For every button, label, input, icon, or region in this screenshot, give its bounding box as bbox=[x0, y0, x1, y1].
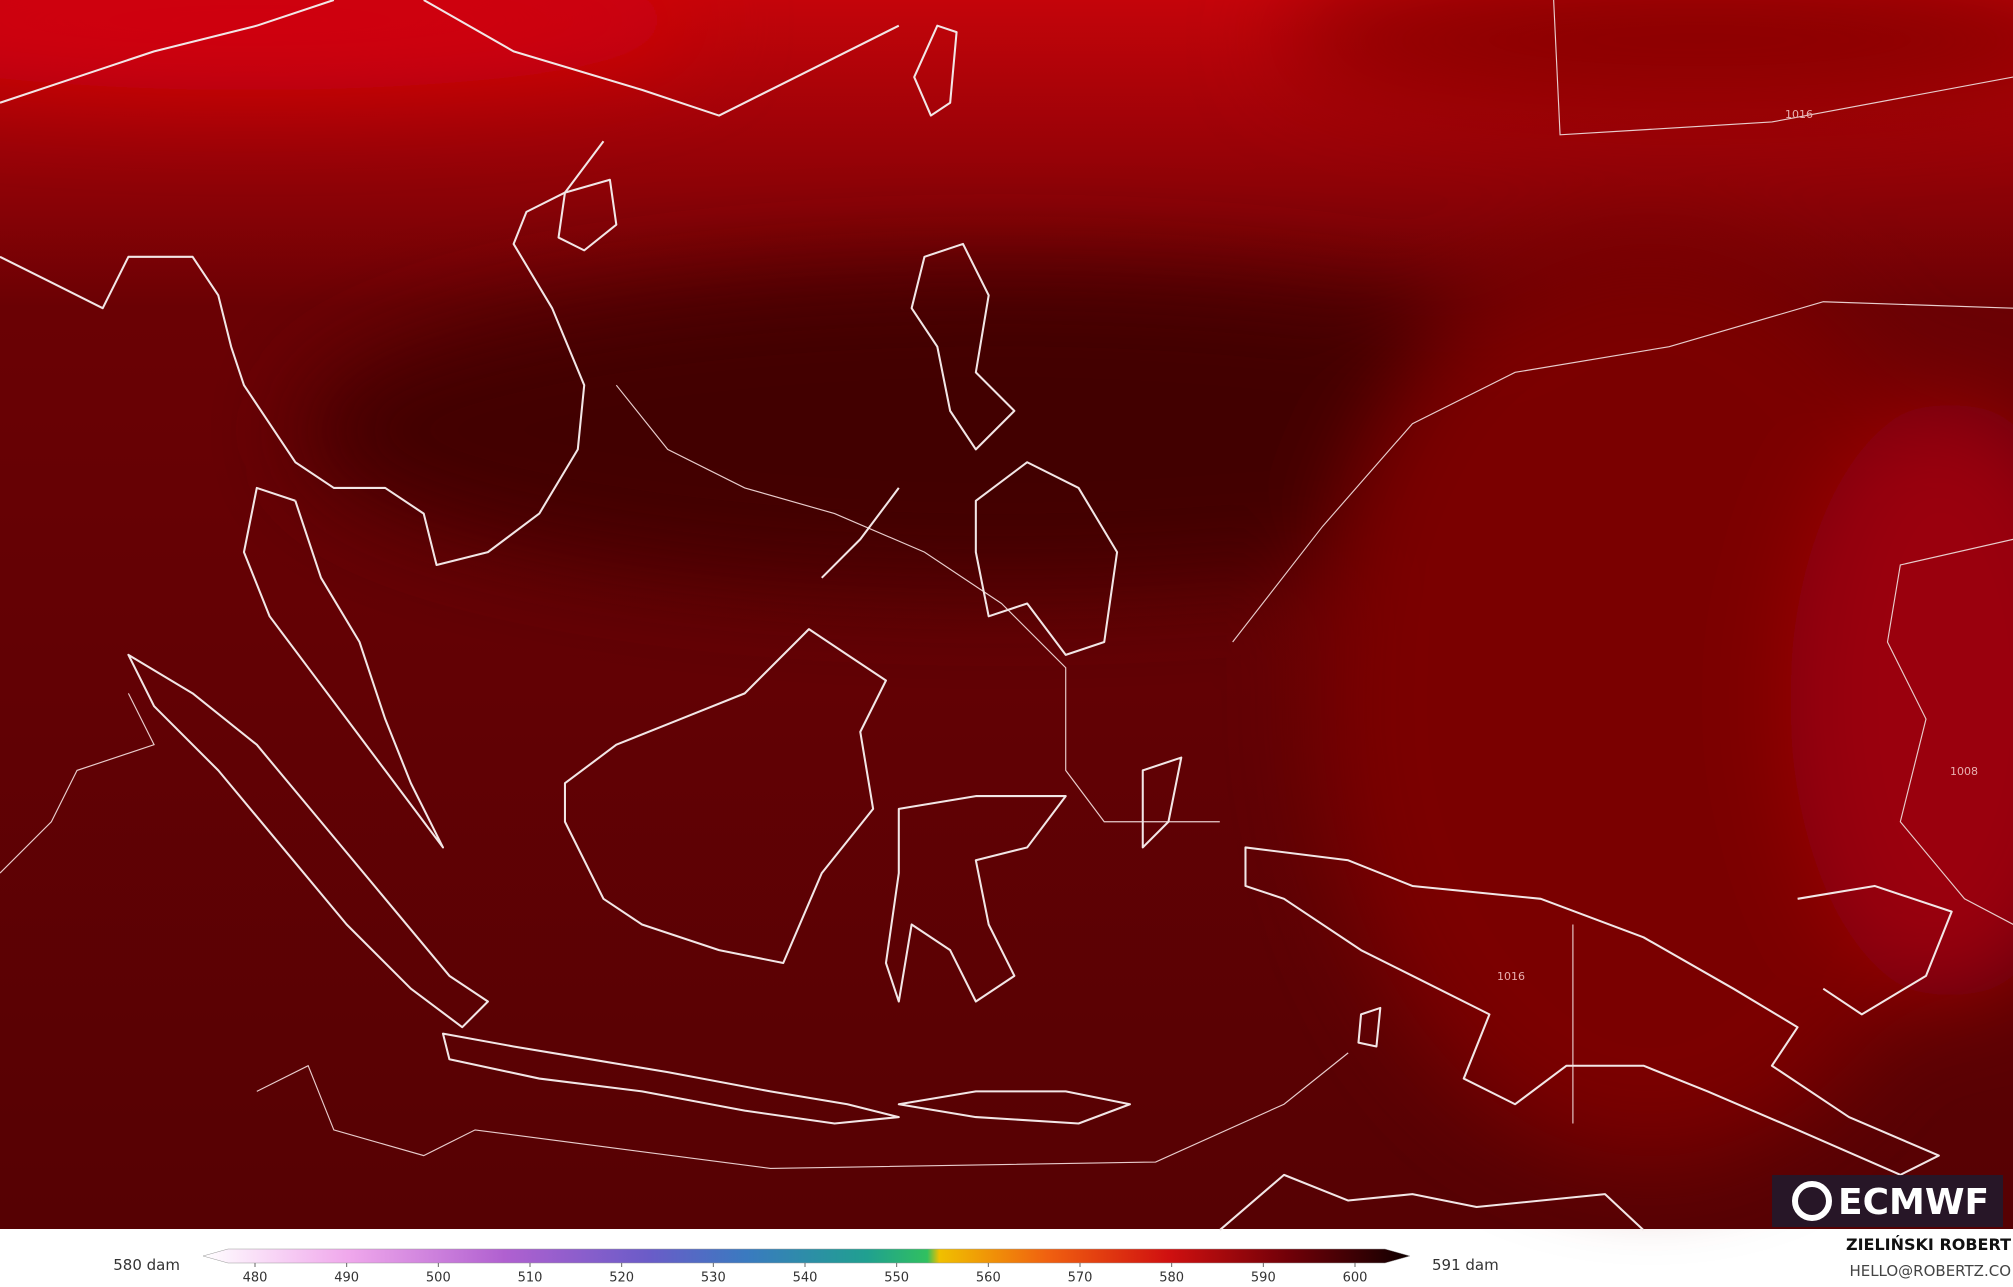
contour-label: 1016 bbox=[1785, 108, 1813, 121]
tick-label: 600 bbox=[1343, 1271, 1368, 1286]
tick-label: 530 bbox=[701, 1271, 726, 1286]
tick-label: 510 bbox=[518, 1271, 543, 1286]
map: 1016 1008 1016 ECMWF bbox=[0, 0, 2013, 1231]
credit-contact: HELLO@ROBERTZ.CO bbox=[1849, 1262, 2011, 1280]
logo-text: ECMWF bbox=[1838, 1182, 1989, 1223]
tick-label: 580 bbox=[1159, 1271, 1184, 1286]
colorbar: 580 dam 591 dam 480 490 500 510 520 530 540 550… bbox=[113, 1248, 1499, 1286]
tick-label: 480 bbox=[243, 1271, 268, 1286]
tick-label: 500 bbox=[426, 1271, 451, 1286]
tick-label: 570 bbox=[1068, 1271, 1093, 1286]
contour-label: 1016 bbox=[1497, 970, 1525, 983]
logo-icon bbox=[1792, 1181, 1832, 1221]
tick-label: 490 bbox=[334, 1271, 359, 1286]
tick-label: 590 bbox=[1251, 1271, 1276, 1286]
tick-label: 550 bbox=[884, 1271, 909, 1286]
colorbar-ramp bbox=[202, 1248, 1411, 1264]
min-label: 580 dam bbox=[113, 1256, 180, 1274]
contour-label: 1008 bbox=[1950, 765, 1978, 778]
tick-label: 560 bbox=[976, 1271, 1001, 1286]
credit-name: ZIELIŃSKI ROBERT bbox=[1846, 1235, 2011, 1254]
tick-label: 540 bbox=[793, 1271, 818, 1286]
tick-label: 520 bbox=[609, 1271, 634, 1286]
max-label: 591 dam bbox=[1432, 1256, 1499, 1274]
